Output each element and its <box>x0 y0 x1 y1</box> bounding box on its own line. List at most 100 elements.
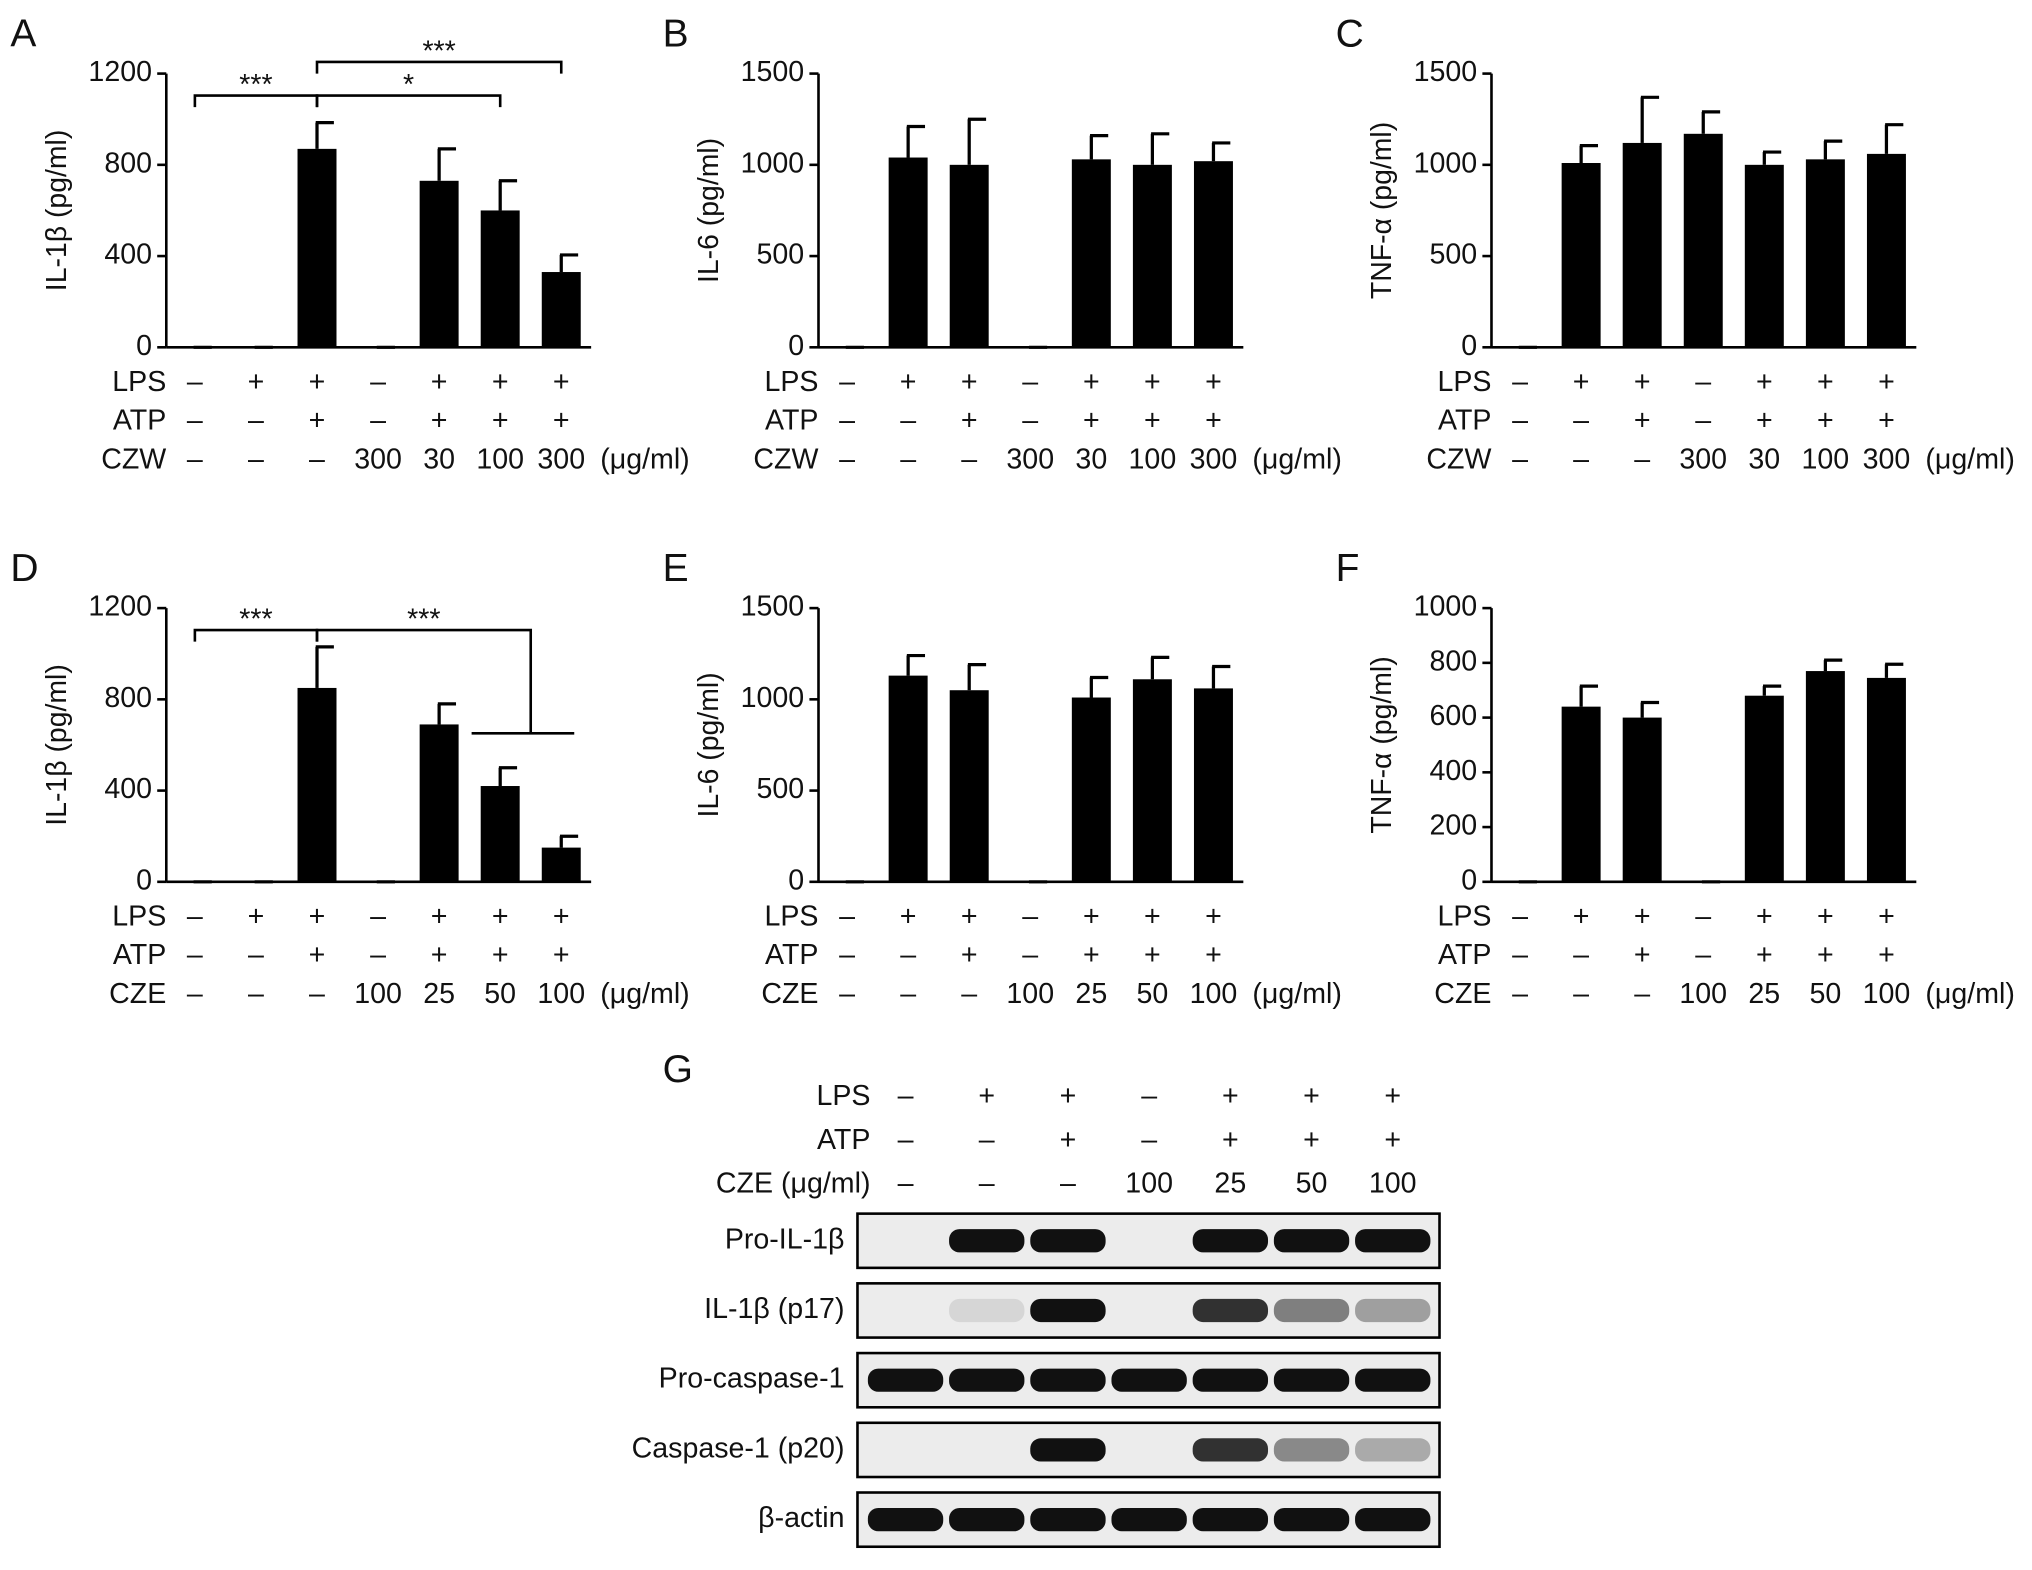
significance-label: *** <box>407 604 440 636</box>
treatment-label: + <box>1634 405 1651 437</box>
bar <box>1805 671 1845 882</box>
panel-label: C <box>1336 12 1364 55</box>
y-tick-label: 0 <box>1461 330 1477 362</box>
y-axis-label: TNF-α (pg/ml) <box>1366 122 1398 299</box>
treatment-label: + <box>1303 1124 1320 1156</box>
treatment-label: – <box>898 1168 914 1200</box>
bar <box>1132 164 1172 348</box>
treatment-label: + <box>1205 939 1222 971</box>
blot-band <box>1355 1438 1431 1462</box>
treatment-label: – <box>1512 444 1528 476</box>
treatment-label: + <box>1205 405 1222 437</box>
blot-row-label: IL-1β (p17) <box>704 1293 844 1325</box>
treatment-label: – <box>187 939 203 971</box>
treatment-label: + <box>1756 901 1773 933</box>
treatment-name: ATP <box>765 939 818 971</box>
blot-band <box>1192 1508 1269 1532</box>
y-tick-label: 400 <box>104 773 152 805</box>
treatment-label: – <box>248 405 264 437</box>
y-tick-label: 0 <box>788 330 804 362</box>
treatment-label: + <box>1756 405 1773 437</box>
treatment-label: 100 <box>1129 444 1177 476</box>
treatment-label: 300 <box>354 444 402 476</box>
treatment-label: – <box>370 901 386 933</box>
treatment-label: – <box>1695 901 1711 933</box>
treatment-label: + <box>1205 901 1222 933</box>
treatment-label: – <box>1573 405 1589 437</box>
blot-band <box>1273 1368 1350 1392</box>
bar <box>1683 133 1723 348</box>
significance-label: * <box>403 69 414 101</box>
treatment-label: + <box>1303 1080 1320 1112</box>
blot-row-label: Pro-caspase-1 <box>659 1363 845 1395</box>
treatment-label: 30 <box>1748 444 1780 476</box>
treatment-label: – <box>1022 405 1038 437</box>
treatment-name: ATP <box>1438 405 1491 437</box>
treatment-label: – <box>1695 939 1711 971</box>
treatment-label: – <box>900 444 916 476</box>
blot-band <box>867 1508 944 1532</box>
treatment-label: – <box>1573 444 1589 476</box>
treatment-label: + <box>492 901 509 933</box>
treatment-label: – <box>839 405 855 437</box>
bar <box>1561 706 1601 882</box>
bar <box>480 786 520 882</box>
panel-label: A <box>10 12 36 55</box>
y-tick-label: 800 <box>104 682 152 714</box>
y-axis-label: IL-6 (pg/ml) <box>693 672 725 817</box>
treatment-label: 100 <box>1006 978 1054 1010</box>
treatment-name: ATP <box>765 405 818 437</box>
panel-label: E <box>663 547 689 590</box>
treatment-label: 50 <box>1136 978 1168 1010</box>
blot-band <box>1273 1229 1350 1253</box>
blot-band <box>1111 1508 1187 1532</box>
blot-band <box>1192 1229 1269 1253</box>
treatment-label: + <box>1756 366 1773 398</box>
treatment-label: + <box>248 901 265 933</box>
treatment-name: CZE <box>109 978 166 1010</box>
bar <box>1622 717 1662 882</box>
treatment-label: – <box>898 1080 914 1112</box>
treatment-label: + <box>553 901 570 933</box>
treatment-label: – <box>187 405 203 437</box>
panel-label: G <box>663 1048 693 1091</box>
unit-label: (μg/ml) <box>1252 978 1341 1010</box>
treatment-label: – <box>1022 366 1038 398</box>
treatment-name: LPS <box>816 1080 870 1112</box>
treatment-name: LPS <box>1437 901 1491 933</box>
bar <box>297 148 337 348</box>
blot-band <box>1192 1298 1269 1323</box>
treatment-label: + <box>900 901 917 933</box>
bar <box>1193 161 1233 348</box>
treatment-label: – <box>1022 901 1038 933</box>
y-tick-label: 0 <box>788 864 804 896</box>
blot-row-label: Caspase-1 (p20) <box>632 1432 845 1464</box>
treatment-label: 50 <box>1296 1168 1328 1200</box>
blot-row-label: Pro-IL-1β <box>725 1223 845 1255</box>
y-tick-label: 0 <box>1461 864 1477 896</box>
treatment-label: + <box>1083 405 1100 437</box>
significance-bracket <box>315 628 575 735</box>
treatment-label: – <box>1573 978 1589 1010</box>
y-tick-label: 800 <box>1430 645 1478 677</box>
blot-band <box>1192 1368 1269 1392</box>
y-tick-label: 600 <box>1430 700 1478 732</box>
treatment-name: LPS <box>112 901 166 933</box>
treatment-label: + <box>431 901 448 933</box>
treatment-label: + <box>1634 939 1651 971</box>
blot-band <box>1355 1298 1431 1323</box>
unit-label: (μg/ml) <box>1925 978 2014 1010</box>
treatment-label: – <box>1512 978 1528 1010</box>
treatment-label: – <box>248 978 264 1010</box>
blot-band <box>1355 1368 1431 1392</box>
treatment-label: + <box>1144 939 1161 971</box>
bar <box>297 687 337 882</box>
bar <box>1805 159 1845 348</box>
panel-label: F <box>1336 547 1360 590</box>
significance-label: *** <box>239 69 272 101</box>
treatment-label: – <box>1060 1168 1076 1200</box>
